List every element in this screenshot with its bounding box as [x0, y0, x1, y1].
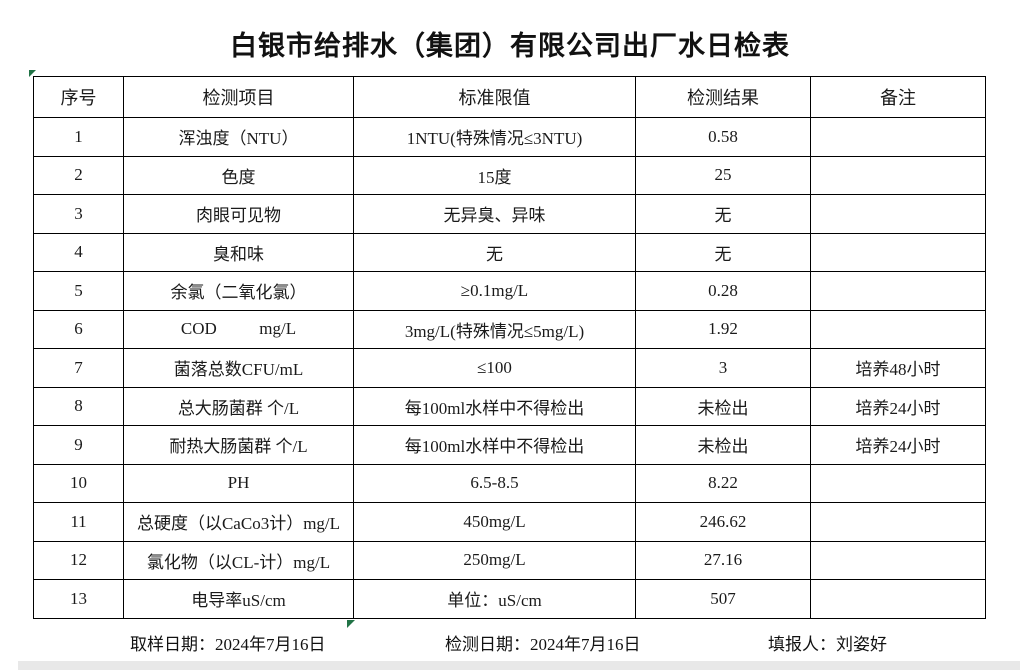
cell-item: 肉眼可见物: [123, 194, 354, 234]
cell-no: 10: [33, 463, 124, 503]
cell-limit: 250mg/L: [353, 540, 636, 580]
cell-item: 浑浊度（NTU）: [123, 117, 354, 157]
cell-result: 无: [635, 232, 811, 272]
cell-limit: 无异臭、异味: [353, 194, 636, 234]
excel-cell-marker-icon: [29, 70, 36, 77]
cell-note: [810, 155, 986, 195]
cell-no: 3: [33, 194, 124, 234]
cell-no: 5: [33, 271, 124, 311]
cell-item: 菌落总数CFU/mL: [123, 348, 354, 388]
bottom-gray-bar: [18, 661, 1020, 670]
col-header-limit: 标准限值: [353, 76, 636, 118]
cell-result: 507: [635, 579, 811, 619]
cell-limit: 6.5-8.5: [353, 463, 636, 503]
table-row: 7 菌落总数CFU/mL ≤100 3 培养48小时: [33, 348, 986, 388]
cell-limit: 15度: [353, 155, 636, 195]
table-row: 2 色度 15度 25: [33, 155, 986, 195]
cell-note: [810, 540, 986, 580]
cell-limit: 每100ml水样中不得检出: [353, 425, 636, 465]
page-title: 白银市给排水（集团）有限公司出厂水日检表: [230, 31, 790, 61]
table-row: 9 耐热大肠菌群 个/L 每100ml水样中不得检出 未检出 培养24小时: [33, 425, 986, 465]
cell-no: 13: [33, 579, 124, 619]
cell-result: 1.92: [635, 309, 811, 349]
table-row: 10 PH 6.5-8.5 8.22: [33, 463, 986, 503]
table-row: 4 臭和味无无: [33, 232, 986, 272]
col-header-item: 检测项目: [123, 76, 354, 118]
cell-no: 4: [33, 232, 124, 272]
cell-result: 246.62: [635, 502, 811, 542]
table-row: 5 余氯（二氧化氯） ≥0.1mg/L 0.28: [33, 271, 986, 311]
table-row: 13 电导率uS/cm 单位：uS/cm 507: [33, 579, 986, 619]
cell-no: 8: [33, 386, 124, 426]
cell-note: [810, 463, 986, 503]
cell-note: [810, 309, 986, 349]
cell-limit: 3mg/L(特殊情况≤5mg/L): [353, 309, 636, 349]
cell-item: COD mg/L: [123, 309, 354, 349]
cell-limit: ≤100: [353, 348, 636, 388]
cell-result: 3: [635, 348, 811, 388]
cell-no: 12: [33, 540, 124, 580]
inspection-table: 序号 检测项目 标准限值 检测结果 备注 1 浑浊度（NTU） 1NTU(特殊情况≤…: [33, 76, 986, 619]
table-row: 11 总硬度（以CaCo3计）mg/L 450mg/L 246.62: [33, 502, 986, 542]
col-header-note: 备注: [810, 76, 986, 118]
cell-note: [810, 579, 986, 619]
cell-no: 1: [33, 117, 124, 157]
cell-result: 0.58: [635, 117, 811, 157]
col-header-no: 序号: [33, 76, 124, 118]
test-date-text: 检测日期：2024年7月16日: [445, 635, 641, 654]
cell-item: 余氯（二氧化氯）: [123, 271, 354, 311]
cell-item: 总硬度（以CaCo3计）mg/L: [123, 502, 354, 542]
col-header-result: 检测结果: [635, 76, 811, 118]
cell-item: 电导率uS/cm: [123, 579, 354, 619]
table-row: 3 肉眼可见物 无异臭、异味无: [33, 194, 986, 234]
cell-note: 培养24小时: [810, 386, 986, 426]
cell-no: 11: [33, 502, 124, 542]
table-row: 1 浑浊度（NTU） 1NTU(特殊情况≤3NTU) 0.58: [33, 117, 986, 157]
cell-limit: 1NTU(特殊情况≤3NTU): [353, 117, 636, 157]
cell-note: [810, 502, 986, 542]
cell-limit: 450mg/L: [353, 502, 636, 542]
cell-no: 6: [33, 309, 124, 349]
cell-item: PH: [123, 463, 354, 503]
cell-item: 总大肠菌群 个/L: [123, 386, 354, 426]
cell-item: 色度: [123, 155, 354, 195]
cell-note: 培养48小时: [810, 348, 986, 388]
cell-no: 7: [33, 348, 124, 388]
cell-result: 27.16: [635, 540, 811, 580]
cell-limit: 每100ml水样中不得检出: [353, 386, 636, 426]
table-row: 8 总大肠菌群 个/L 每100ml水样中不得检出 未检出 培养24小时: [33, 386, 986, 426]
cell-note: [810, 194, 986, 234]
cell-note: [810, 271, 986, 311]
cell-item: 臭和味: [123, 232, 354, 272]
cell-result: 25: [635, 155, 811, 195]
cell-result: 8.22: [635, 463, 811, 503]
excel-cell-marker-icon: [347, 620, 355, 628]
cell-result: 未检出: [635, 386, 811, 426]
cell-note: 培养24小时: [810, 425, 986, 465]
cell-note: [810, 117, 986, 157]
cell-result: 无: [635, 194, 811, 234]
table-header: 序号 检测项目 标准限值 检测结果 备注: [33, 76, 986, 118]
sampling-date-text: 取样日期：2024年7月16日: [130, 635, 326, 654]
cell-result: 未检出: [635, 425, 811, 465]
cell-limit: 无: [353, 232, 636, 272]
cell-note: [810, 232, 986, 272]
table-body: 1 浑浊度（NTU） 1NTU(特殊情况≤3NTU) 0.58 2 色度 15度 25 3 肉眼可…: [33, 117, 986, 619]
cell-limit: ≥0.1mg/L: [353, 271, 636, 311]
cell-no: 2: [33, 155, 124, 195]
reporter-text: 填报人：刘姿好: [768, 635, 887, 654]
table-row: 6 COD mg/L 3mg/L(特殊情况≤5mg/L) 1.92: [33, 309, 986, 349]
cell-item: 耐热大肠菌群 个/L: [123, 425, 354, 465]
cell-no: 9: [33, 425, 124, 465]
table-header-row: 序号 检测项目 标准限值 检测结果 备注: [33, 76, 986, 118]
cell-item: 氯化物（以CL-计）mg/L: [123, 540, 354, 580]
cell-limit: 单位：uS/cm: [353, 579, 636, 619]
cell-result: 0.28: [635, 271, 811, 311]
table-row: 12 氯化物（以CL-计）mg/L 250mg/L 27.16: [33, 540, 986, 580]
